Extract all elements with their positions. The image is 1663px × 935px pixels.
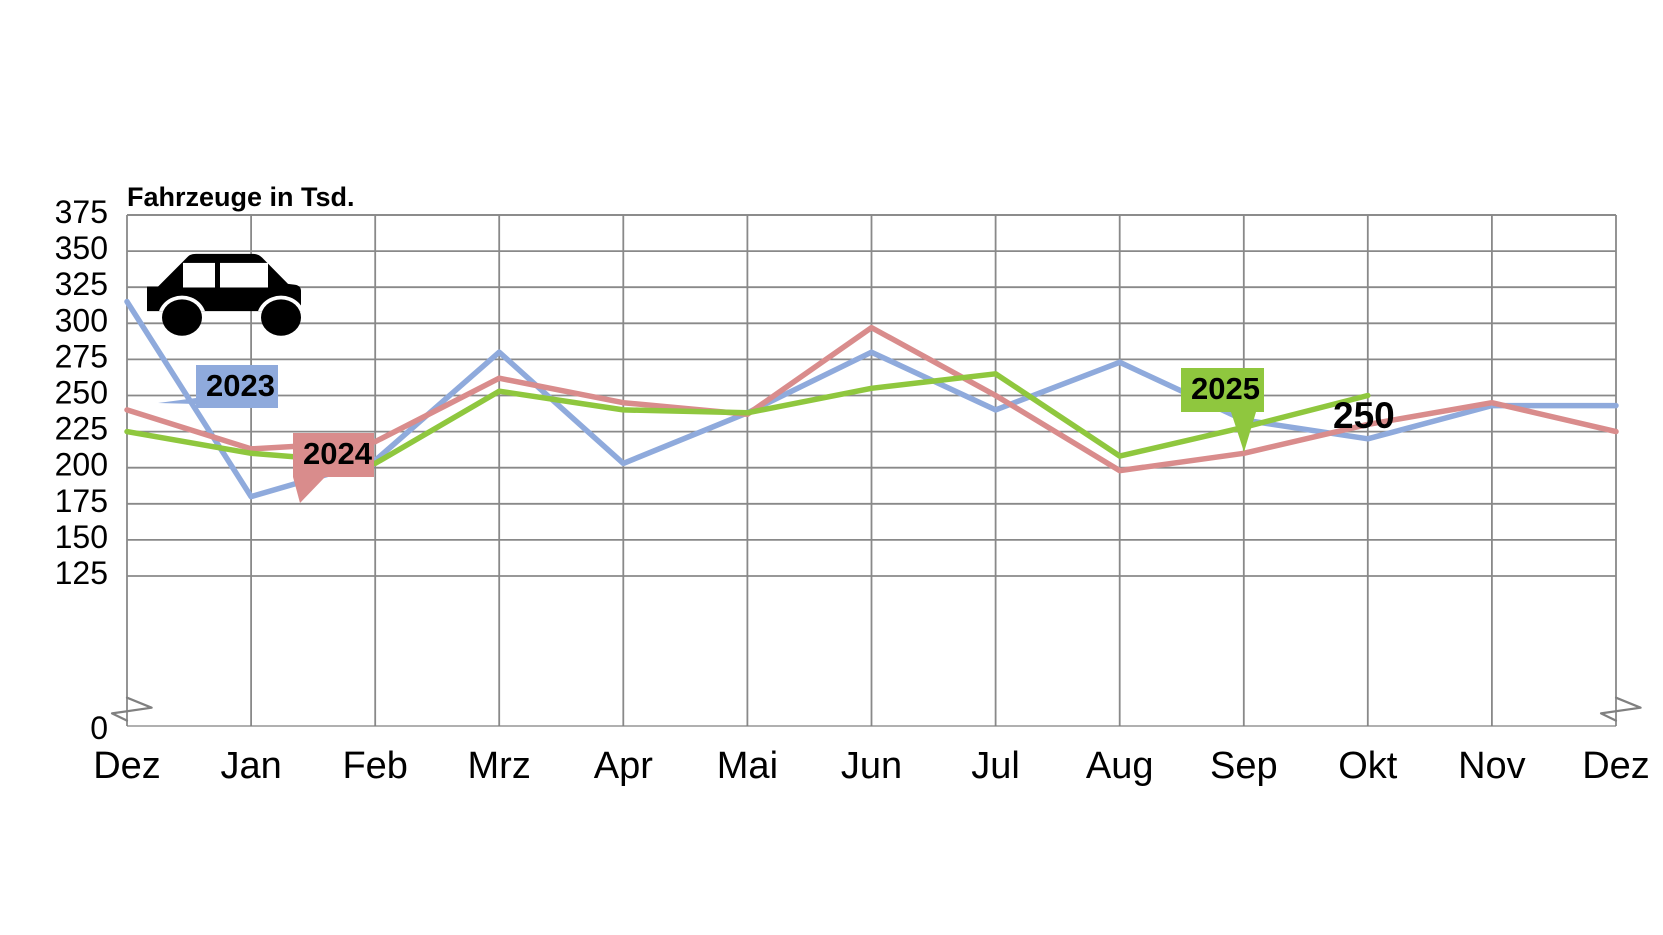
svg-text:300: 300: [55, 302, 108, 338]
svg-text:0: 0: [90, 710, 108, 746]
svg-text:Mai: Mai: [717, 745, 778, 787]
svg-text:275: 275: [55, 338, 108, 374]
svg-text:2024: 2024: [303, 436, 373, 471]
svg-text:2025: 2025: [1191, 371, 1260, 406]
svg-text:Nov: Nov: [1458, 745, 1526, 787]
svg-text:200: 200: [55, 447, 108, 483]
svg-text:2023: 2023: [206, 368, 275, 403]
svg-text:Feb: Feb: [342, 745, 407, 787]
svg-text:Sep: Sep: [1210, 745, 1278, 787]
svg-text:150: 150: [55, 519, 108, 555]
svg-text:Okt: Okt: [1338, 745, 1398, 787]
svg-text:325: 325: [55, 266, 108, 302]
svg-text:225: 225: [55, 411, 108, 447]
svg-text:Aug: Aug: [1086, 745, 1154, 787]
svg-text:Dez: Dez: [93, 745, 161, 787]
svg-text:250: 250: [1333, 395, 1395, 436]
svg-text:Jun: Jun: [841, 745, 902, 787]
svg-text:350: 350: [55, 230, 108, 266]
svg-text:Jul: Jul: [971, 745, 1020, 787]
svg-text:Fahrzeuge in Tsd.: Fahrzeuge in Tsd.: [127, 182, 355, 212]
svg-text:175: 175: [55, 483, 108, 519]
svg-text:Mrz: Mrz: [468, 745, 531, 787]
svg-text:125: 125: [55, 555, 108, 591]
svg-text:Apr: Apr: [594, 745, 653, 787]
svg-text:250: 250: [55, 375, 108, 411]
svg-text:Dez: Dez: [1582, 745, 1650, 787]
svg-text:375: 375: [55, 194, 108, 230]
svg-text:Jan: Jan: [220, 745, 281, 787]
